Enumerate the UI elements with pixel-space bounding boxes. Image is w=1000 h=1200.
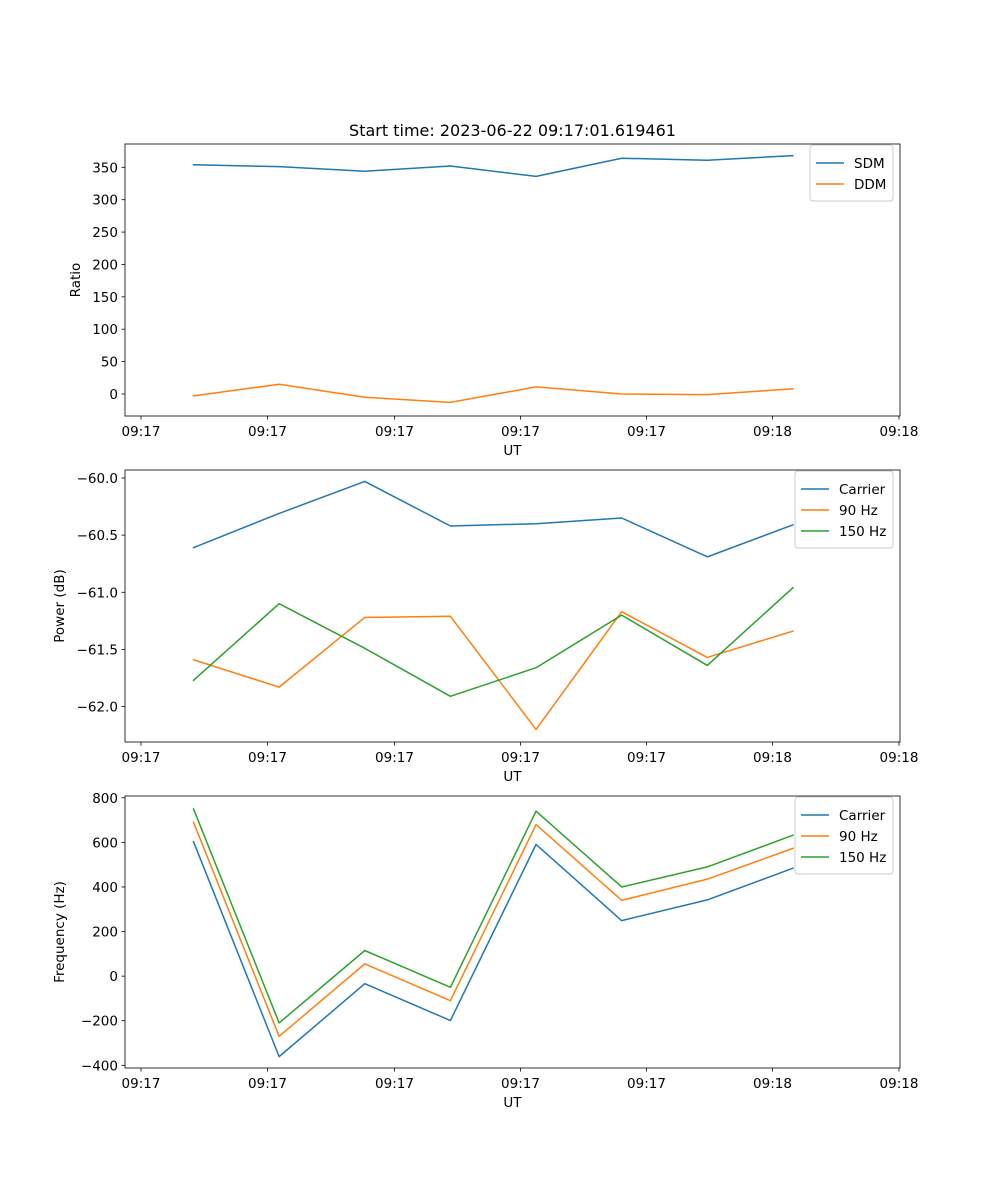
x-tick-label: 09:17	[122, 1076, 161, 1092]
y-tick-label: 0	[109, 969, 118, 985]
legend-label: Carrier	[839, 482, 886, 498]
subplot-2: −62.0 −61.5 −61.0 −60.5 −60.0 09:17 09:17 09:17…	[52, 469, 919, 785]
chart-title: Start time: 2023-06-22 09:17:01.619461	[349, 121, 676, 140]
x-tick-label: 09:18	[753, 750, 792, 766]
y-tick-label: 0	[109, 387, 118, 403]
y-tick-label: −61.5	[77, 642, 118, 658]
series-line-carrier	[192, 480, 794, 558]
subplot-3: −400 −200 0 200 400 600 800 09:17 09:17 09:17 09:1…	[52, 791, 918, 1111]
y-tick-label: 300	[92, 193, 118, 209]
series-line-ddm	[192, 383, 794, 404]
y-tick-label: 200	[92, 257, 118, 273]
y-tick-label: 100	[92, 322, 118, 338]
series-line-150-hz	[192, 807, 794, 1024]
x-tick-label: 09:17	[375, 1076, 414, 1092]
x-tick-label: 09:17	[501, 1076, 540, 1092]
series-line-150-hz	[192, 586, 795, 698]
legend: Carrier 90 Hz 150 Hz	[794, 796, 894, 875]
y-tick-label: −60.0	[77, 471, 118, 487]
x-tick-label: 09:17	[375, 750, 414, 766]
x-tick-label: 09:17	[627, 750, 666, 766]
x-axis-label: UT	[503, 1095, 522, 1111]
legend-label: 150 Hz	[839, 524, 886, 540]
x-tick-label: 09:18	[880, 424, 919, 440]
y-tick-label: 200	[92, 925, 118, 941]
legend-label: 90 Hz	[839, 829, 878, 845]
legend-label: 90 Hz	[839, 503, 878, 519]
legend-label: Carrier	[839, 808, 886, 824]
x-tick-label: 09:17	[501, 750, 540, 766]
legend-label: SDM	[854, 156, 885, 172]
y-tick-label: −400	[81, 1058, 118, 1074]
y-tick-label: 50	[101, 355, 118, 371]
y-axis-label: Power (dB)	[52, 569, 68, 642]
y-axis-label: Frequency (Hz)	[52, 881, 68, 983]
x-tick-label: 09:18	[880, 750, 919, 766]
legend-label: 150 Hz	[839, 850, 886, 866]
series-line-sdm	[192, 154, 794, 178]
y-tick-label: −62.0	[77, 700, 118, 716]
legend-box	[794, 470, 894, 549]
y-tick-label: 800	[92, 791, 118, 807]
x-tick-label: 09:17	[122, 424, 161, 440]
plot-frame	[124, 469, 901, 743]
legend-box	[809, 144, 894, 202]
y-tick-label: −61.0	[77, 585, 118, 601]
x-tick-label: 09:18	[753, 424, 792, 440]
x-axis-label: UT	[503, 769, 522, 785]
x-axis-label: UT	[503, 443, 522, 459]
y-tick-label: 250	[92, 225, 118, 241]
x-tick-label: 09:18	[880, 1076, 919, 1092]
legend: Carrier 90 Hz 150 Hz	[794, 470, 894, 549]
series-line-90-hz	[192, 821, 794, 1038]
series-line-90-hz	[192, 610, 794, 731]
y-tick-label: 150	[92, 290, 118, 306]
x-tick-label: 09:17	[627, 1076, 666, 1092]
legend-box	[794, 796, 894, 875]
legend-label: DDM	[854, 177, 886, 193]
x-tick-label: 09:17	[627, 424, 666, 440]
x-tick-label: 09:17	[375, 424, 414, 440]
y-axis-label: Ratio	[68, 263, 84, 298]
y-tick-label: 600	[92, 835, 118, 851]
series-line-carrier	[192, 840, 794, 1058]
x-tick-label: 09:17	[122, 750, 161, 766]
x-tick-label: 09:18	[753, 1076, 792, 1092]
x-tick-label: 09:17	[248, 750, 287, 766]
y-tick-label: −60.5	[77, 528, 118, 544]
x-tick-label: 09:17	[248, 424, 287, 440]
plot-frame	[124, 795, 901, 1069]
plot-frame	[124, 143, 901, 417]
subplots: 0 50 100 150 200 250 300 350 09:17 09:17 09:17 09:1…	[52, 143, 919, 1111]
y-tick-label: 350	[92, 160, 118, 176]
y-tick-label: −200	[81, 1014, 118, 1030]
y-tick-label: 400	[92, 880, 118, 896]
x-tick-label: 09:17	[248, 1076, 287, 1092]
x-tick-label: 09:17	[501, 424, 540, 440]
subplot-1: 0 50 100 150 200 250 300 350 09:17 09:17 09:17 09:1…	[68, 143, 919, 459]
legend: SDM DDM	[809, 144, 894, 202]
